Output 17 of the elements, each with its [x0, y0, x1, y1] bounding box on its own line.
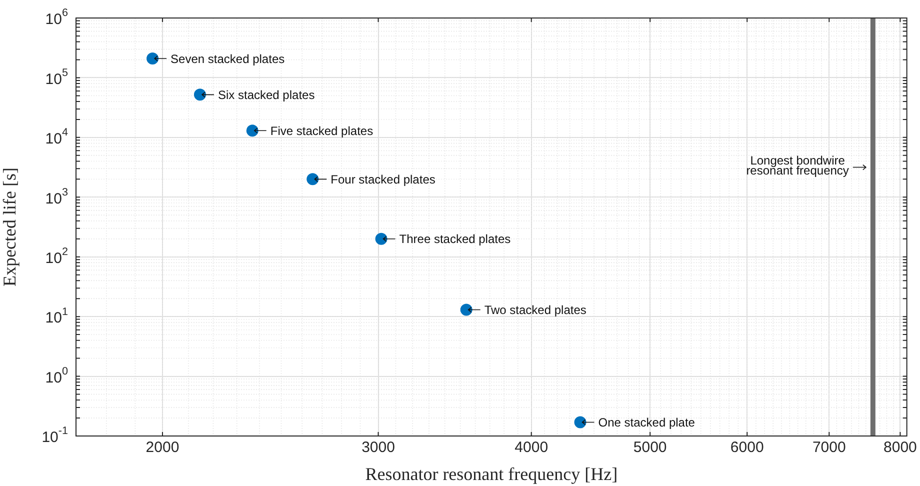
annotation: One stacked plate — [598, 416, 696, 430]
annotation: Three stacked plates — [399, 232, 511, 246]
annotation: Five stacked plates — [270, 124, 374, 138]
x-axis-title: Resonator resonant frequency [Hz] — [365, 464, 618, 484]
annotation: Two stacked plates — [484, 303, 586, 318]
x-tick-label: 8000 — [884, 439, 917, 456]
x-tick-label: 4000 — [514, 439, 548, 456]
x-tick-label: 2000 — [146, 439, 180, 456]
ref-line-label: Longest bondwire resonant frequency — [746, 154, 849, 178]
x-tick-label: 6000 — [730, 439, 764, 456]
y-axis-title: Expected life [s] — [0, 168, 20, 286]
annotation: Six stacked plates — [218, 88, 315, 102]
annotation: Four stacked plates — [330, 172, 436, 186]
x-tick-label: 7000 — [812, 439, 846, 456]
annotation: Seven stacked plates — [170, 52, 285, 66]
x-tick-label: 3000 — [362, 439, 395, 456]
x-tick-label: 5000 — [633, 439, 667, 456]
